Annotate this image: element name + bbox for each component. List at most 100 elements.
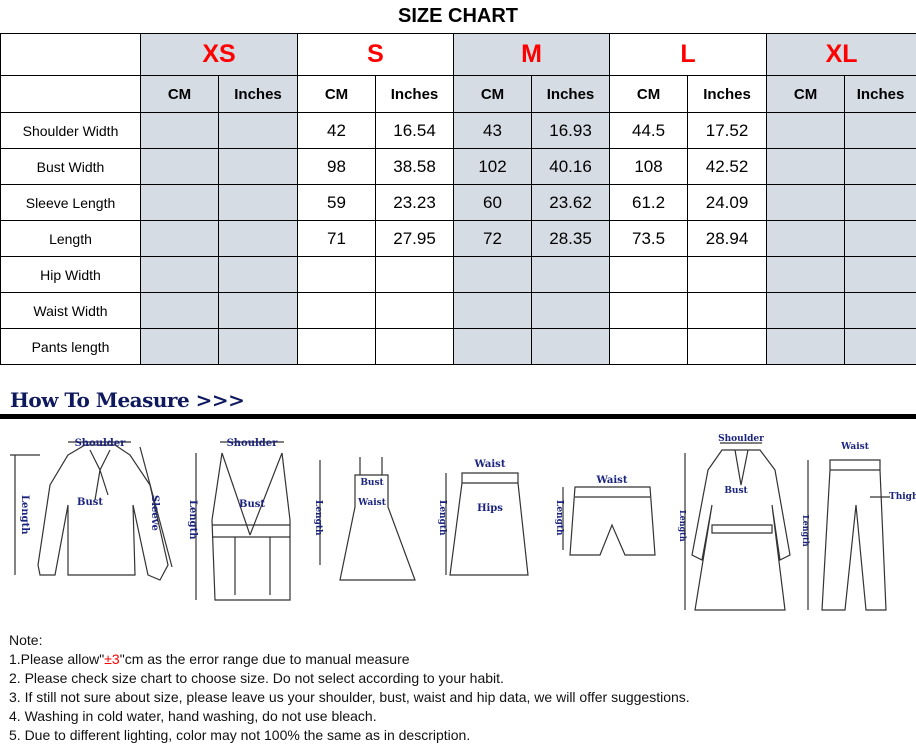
blouse-illustration: Shoulder Bust Length Sleeve [10,438,173,581]
measurement-cell [844,184,916,221]
label-bust: Bust [724,486,748,496]
unit-header-row: CM Inches CM Inches CM Inches CM Inches CM Inches [0,75,916,113]
measurement-cell [217,112,299,149]
measurement-cell [766,148,846,185]
table-row: Shoulder Width 42 16.54 43 16.93 44.5 17.52 [0,112,916,149]
measurement-cell [531,328,611,365]
measurement-cell [531,292,611,329]
measurement-cell [140,256,219,293]
measurement-cell [844,292,916,329]
note-1: 1.Please allow"±3"cm as the error range … [9,650,690,669]
notes-heading: Note: [9,632,43,648]
unit-header-inches: Inches [531,75,611,113]
unit-header-cm: CM [140,75,219,113]
corner-cell [0,75,141,113]
unit-header-cm: CM [453,75,533,113]
measurement-cell [687,292,768,329]
size-chart-table: XS S M L XL CM Inches CM Inches CM Inches CM In… [0,33,916,365]
note-5: 5. Due to different lighting, color may … [9,727,471,743]
measurement-cell: 60 [453,184,533,221]
note-1-text-end: "cm as the error range due to manual mea… [119,651,410,667]
table-row: Sleeve Length 59 23.23 60 23.62 61.2 24.09 [0,184,916,221]
label-sleeve: Sleeve [149,495,160,531]
unit-header-inches: Inches [375,75,455,113]
measurement-cell [140,328,219,365]
skirt-illustration: Waist Hips Length [437,459,529,576]
measurement-cell [297,328,377,365]
divider [0,414,916,419]
unit-header-inches: Inches [687,75,768,113]
note-4: 4. Washing in cold water, hand washing, … [9,708,377,724]
size-chart-title: SIZE CHART [398,5,518,27]
size-l: L [609,33,768,76]
tank-top-illustration: Shoulder Bust Length [187,438,291,601]
label-hips: Hips [477,503,503,514]
measurement-cell [766,184,846,221]
measurement-cell [844,112,916,149]
label-bust: Bust [77,497,103,508]
measurement-cell [609,292,689,329]
note-1-text: 1.Please allow" [9,651,105,667]
dress-illustration: Bust Waist Length [313,457,416,581]
measurement-cell [140,148,219,185]
measurement-cell: 28.94 [687,220,768,257]
measurement-cell: 16.93 [531,112,611,149]
measurement-cell [766,256,846,293]
measurement-cell [140,220,219,257]
measurement-cell [297,256,377,293]
measurement-cell: 59 [297,184,377,221]
measurement-cell: 72 [453,220,533,257]
pants-illustration: Waist Thigh Length [801,442,916,611]
measurement-cell [531,256,611,293]
measurement-cell [766,292,846,329]
label-length: Length [678,510,688,542]
table-row: Waist Width [0,292,916,329]
measurement-cell [609,328,689,365]
measurement-cell [375,292,455,329]
measurement-illustrations: Shoulder Bust Length Sleeve Shoulder Bus… [10,434,916,611]
measurement-cell: 61.2 [609,184,689,221]
unit-header-cm: CM [766,75,846,113]
label-bust: Bust [360,478,384,488]
measurement-cell [217,220,299,257]
notes: Note: 1.Please allow"±3"cm as the error … [9,631,690,745]
unit-header-inches: Inches [217,75,299,113]
note-1-tolerance: ±3 [104,651,120,667]
measurement-cell: 42.52 [687,148,768,185]
size-s: S [297,33,455,76]
coat-illustration: Shoulder Bust Length [678,434,791,611]
row-label: Shoulder Width [0,112,141,149]
measurement-cell: 23.23 [375,184,455,221]
label-waist: Waist [474,459,506,470]
measurement-cell [217,292,299,329]
measurement-cell [217,148,299,185]
measurement-cell [844,220,916,257]
label-length: Length [19,495,30,535]
label-thigh: Thigh [889,492,916,502]
measurement-cell [453,256,533,293]
unit-header-cm: CM [609,75,689,113]
size-xl: XL [766,33,916,76]
label-length: Length [437,500,447,536]
row-label: Bust Width [0,148,141,185]
table-row: Pants length [0,328,916,365]
size-xs: XS [139,33,299,76]
unit-header-cm: CM [297,75,377,113]
measurement-cell: 44.5 [609,112,689,149]
measurement-cell: 40.16 [531,148,611,185]
measurement-cell: 73.5 [609,220,689,257]
measurement-cell [844,328,916,365]
how-to-measure-title: How To Measure >>> [10,388,245,412]
measurement-cell [217,256,299,293]
measurement-cell [687,328,768,365]
size-m: M [453,33,611,76]
measurement-cell: 102 [453,148,533,185]
row-label: Hip Width [0,256,141,293]
measurement-cell: 23.62 [531,184,611,221]
measurement-cell: 24.09 [687,184,768,221]
label-shoulder: Shoulder [227,438,279,449]
measurement-cell [375,256,455,293]
measurement-cell [766,112,846,149]
measurement-cell [297,292,377,329]
note-2: 2. Please check size chart to choose siz… [9,670,504,686]
